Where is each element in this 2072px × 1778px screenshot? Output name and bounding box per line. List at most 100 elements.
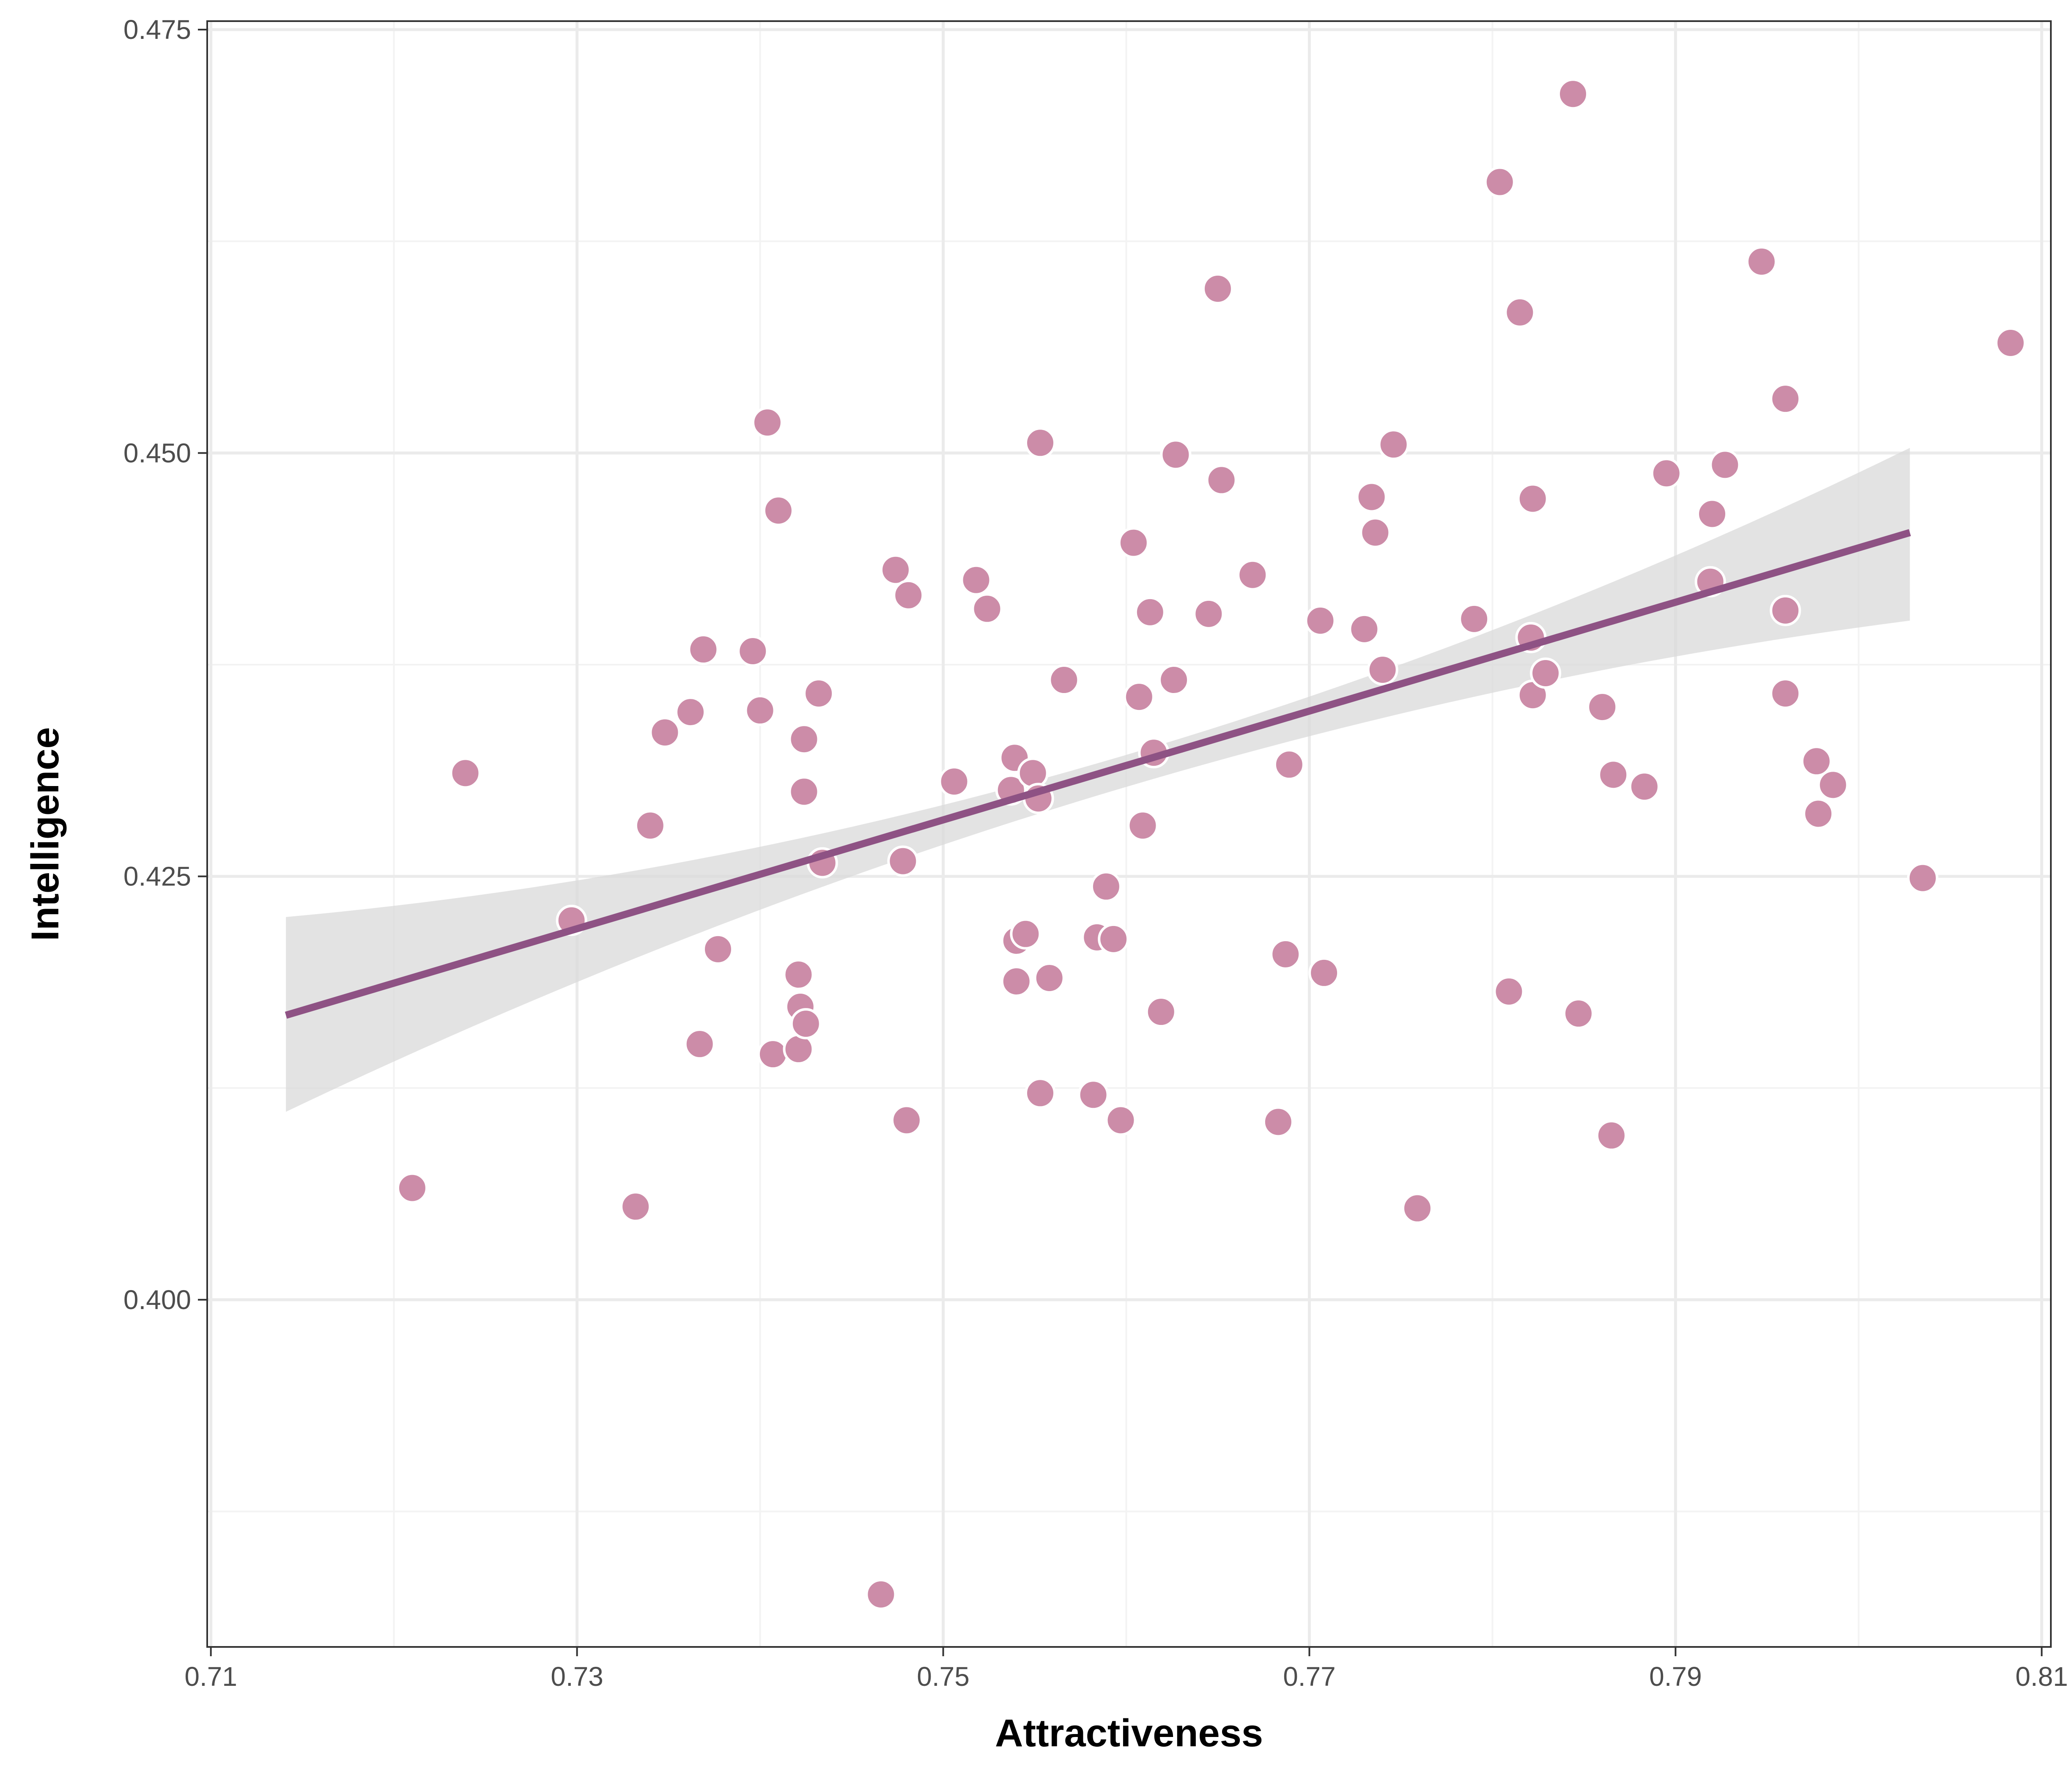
data-point — [1995, 327, 2026, 359]
x-tick-label: 0.73 — [551, 1661, 603, 1692]
data-point — [396, 1172, 428, 1204]
trend-line — [285, 529, 1911, 1019]
data-point — [1356, 481, 1387, 513]
data-point — [788, 776, 820, 808]
data-point — [1378, 429, 1409, 460]
data-point — [1000, 965, 1032, 997]
y-axis-ticks: 0.400 0.425 0.450 0.475 — [123, 14, 207, 1315]
data-point — [887, 845, 919, 877]
data-point — [1587, 691, 1618, 723]
data-point — [1530, 658, 1562, 689]
data-point — [1090, 871, 1122, 902]
data-point — [1127, 810, 1159, 841]
data-point — [737, 635, 769, 667]
data-point — [751, 407, 783, 438]
data-point — [803, 678, 835, 710]
data-point — [790, 1008, 822, 1040]
data-point — [757, 1038, 789, 1070]
data-point — [1193, 598, 1225, 630]
x-axis-title: Attractiveness — [995, 1712, 1263, 1755]
data-point — [1907, 862, 1938, 894]
data-point — [688, 633, 719, 665]
major-gridlines — [207, 21, 2051, 1647]
data-point — [1237, 559, 1269, 591]
y-tick-label: 0.450 — [123, 438, 191, 468]
data-point — [1650, 458, 1682, 489]
data-points — [396, 78, 2026, 1610]
x-tick-label: 0.75 — [917, 1661, 970, 1692]
data-point — [449, 757, 481, 789]
data-point — [1308, 957, 1340, 989]
data-point — [865, 1578, 897, 1610]
data-point — [1025, 1077, 1056, 1109]
data-point — [1562, 998, 1594, 1030]
data-point — [1098, 923, 1129, 955]
data-point — [1598, 759, 1629, 791]
y-axis-title: Intelligence — [24, 727, 67, 941]
data-point — [893, 579, 924, 611]
x-tick-label: 0.79 — [1649, 1661, 1702, 1692]
data-point — [1105, 1104, 1137, 1136]
data-point — [675, 696, 707, 728]
data-point — [1202, 273, 1233, 304]
data-point — [1458, 603, 1490, 635]
data-point — [1305, 605, 1336, 636]
data-point — [1359, 517, 1391, 548]
data-point — [1770, 594, 1801, 626]
data-point — [1158, 664, 1190, 696]
x-axis-ticks: 0.71 0.73 0.75 0.77 0.79 0.81 — [184, 1647, 2068, 1692]
data-point — [1817, 769, 1849, 801]
data-point — [1118, 527, 1149, 559]
minor-gridlines — [207, 21, 2051, 1647]
data-point — [1770, 383, 1801, 415]
data-point — [1628, 771, 1660, 803]
data-point — [1123, 681, 1155, 713]
data-point — [1206, 464, 1237, 496]
data-point — [1595, 1120, 1627, 1151]
data-point — [1010, 918, 1041, 950]
plot-panel-border — [206, 20, 2052, 1648]
y-tick-label: 0.400 — [123, 1285, 191, 1315]
data-point — [971, 593, 1003, 625]
data-point — [1709, 449, 1741, 481]
data-point — [1270, 938, 1302, 970]
data-point — [1077, 1079, 1109, 1111]
data-point — [938, 766, 970, 797]
x-tick-label: 0.81 — [2015, 1661, 2068, 1692]
data-point — [702, 933, 734, 965]
data-point — [1348, 613, 1380, 645]
data-point — [1504, 296, 1536, 328]
data-point — [649, 717, 681, 748]
data-point — [788, 723, 820, 755]
data-point — [620, 1191, 652, 1222]
data-point — [762, 495, 794, 526]
x-tick-label: 0.71 — [184, 1661, 237, 1692]
data-point — [1770, 678, 1801, 710]
data-point — [1033, 962, 1065, 994]
data-point — [1017, 757, 1049, 789]
data-point — [783, 959, 814, 990]
data-point — [1048, 664, 1080, 696]
data-point — [1134, 596, 1166, 628]
confidence-band — [286, 448, 1910, 1112]
data-point — [684, 1028, 715, 1060]
data-point — [960, 564, 992, 596]
trend-line-layer — [285, 529, 1911, 1019]
data-point — [1557, 78, 1589, 110]
data-point — [1493, 975, 1525, 1007]
confidence-band-layer — [286, 448, 1910, 1112]
data-point — [1803, 798, 1834, 830]
data-point — [880, 554, 911, 586]
data-point — [1697, 498, 1728, 530]
data-point — [634, 810, 666, 841]
data-point — [744, 695, 776, 726]
y-tick-label: 0.425 — [123, 861, 191, 892]
data-point — [1273, 749, 1305, 781]
data-point — [891, 1104, 922, 1136]
data-point — [1517, 483, 1549, 515]
data-point — [1145, 996, 1177, 1028]
data-point — [1262, 1106, 1294, 1138]
